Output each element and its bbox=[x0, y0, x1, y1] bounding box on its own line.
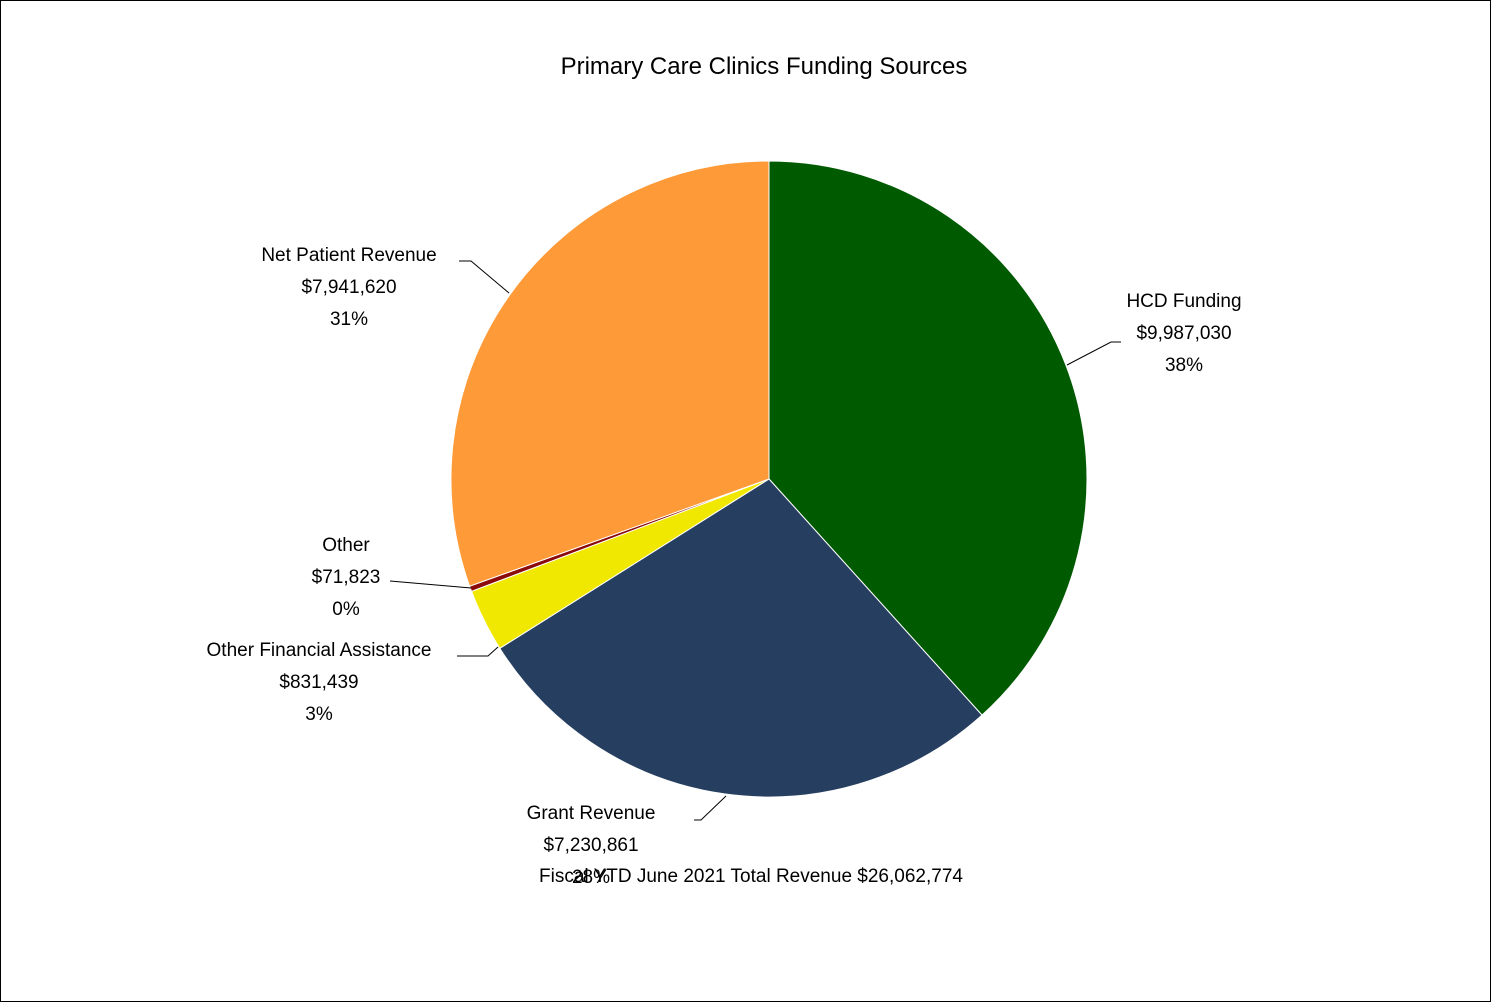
data-label: Other Financial Assistance $831,439 3% bbox=[207, 640, 432, 725]
slice-value-label: $7,941,620 bbox=[301, 277, 396, 298]
data-label: Net Patient Revenue $7,941,620 31% bbox=[261, 245, 436, 330]
leader-line bbox=[389, 580, 472, 589]
slice-value-label: $71,823 bbox=[312, 567, 381, 588]
leader-line bbox=[457, 646, 499, 657]
data-label: Grant Revenue $7,230,861 28% bbox=[527, 803, 656, 888]
leader-line bbox=[459, 260, 510, 294]
slice-percent-label: 0% bbox=[332, 599, 360, 620]
pie-slices bbox=[450, 160, 1088, 798]
data-label: HCD Funding $9,987,030 38% bbox=[1126, 291, 1241, 376]
slice-value-label: $831,439 bbox=[279, 672, 358, 693]
slice-value-label: $7,230,861 bbox=[543, 835, 638, 856]
chart-subtitle: Fiscal YTD June 2021 Total Revenue $26,0… bbox=[539, 866, 963, 887]
slice-name-label: HCD Funding bbox=[1126, 291, 1241, 312]
slice-percent-label: 3% bbox=[305, 704, 333, 725]
leader-line bbox=[1066, 341, 1121, 366]
leader-line bbox=[694, 795, 727, 821]
slice-name-label: Other bbox=[322, 535, 370, 556]
chart-title: Primary Care Clinics Funding Sources bbox=[561, 53, 968, 80]
pie-slice-hcd-funding bbox=[768, 160, 1088, 716]
data-label: Other $71,823 0% bbox=[312, 535, 381, 620]
data-labels: HCD Funding $9,987,030 38% Grant Revenue $7,… bbox=[207, 245, 1242, 888]
leader-lines bbox=[389, 260, 1121, 821]
pie-slice-grant-revenue bbox=[499, 478, 983, 798]
slice-name-label: Other Financial Assistance bbox=[207, 640, 432, 661]
slice-percent-label: 38% bbox=[1165, 355, 1203, 376]
slice-percent-label: 28% bbox=[572, 867, 610, 888]
slice-name-label: Net Patient Revenue bbox=[261, 245, 436, 266]
slice-name-label: Grant Revenue bbox=[527, 803, 656, 824]
slice-percent-label: 31% bbox=[330, 309, 368, 330]
slice-value-label: $9,987,030 bbox=[1136, 323, 1231, 344]
pie-slice-net-patient-revenue bbox=[450, 160, 770, 587]
